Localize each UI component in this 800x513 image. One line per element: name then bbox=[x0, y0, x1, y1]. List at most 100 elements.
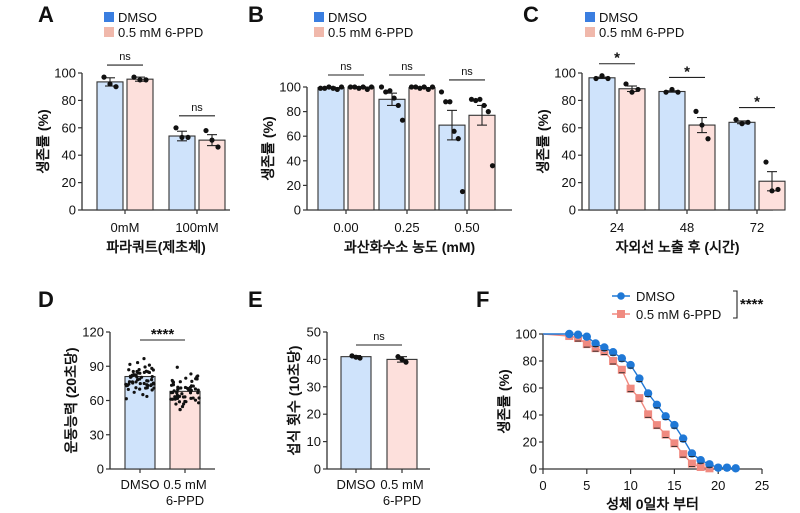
panel-label: D bbox=[38, 287, 54, 312]
y-axis-label: 생존률 (%) bbox=[260, 116, 276, 180]
data-point-6ppd bbox=[644, 410, 653, 419]
data-point bbox=[417, 85, 423, 91]
data-point bbox=[733, 116, 739, 123]
data-point bbox=[138, 387, 142, 391]
data-point bbox=[468, 96, 475, 102]
data-point bbox=[179, 134, 185, 140]
data-point bbox=[145, 386, 149, 390]
data-point bbox=[699, 122, 705, 128]
data-point bbox=[368, 84, 375, 90]
x-tick-label: 24 bbox=[610, 220, 624, 235]
bar-6ppd bbox=[126, 78, 154, 211]
panel-label: C bbox=[523, 2, 539, 27]
bar-6ppd bbox=[347, 86, 375, 211]
x-tick-label: 0 bbox=[539, 478, 546, 493]
data-point bbox=[197, 396, 201, 400]
legend-label-6ppd: 0.5 mM 6-PPD bbox=[636, 307, 721, 322]
data-point bbox=[209, 137, 215, 143]
legend-marker-6ppd bbox=[617, 310, 625, 318]
data-point bbox=[364, 86, 370, 93]
data-point bbox=[175, 365, 179, 369]
legend-label-6ppd: 0.5 mM 6-PPD bbox=[328, 25, 413, 40]
data-point-6ppd bbox=[670, 439, 679, 448]
data-point bbox=[481, 102, 487, 109]
data-point bbox=[378, 84, 385, 90]
x-tick-label: 72 bbox=[750, 220, 764, 235]
significance-label: **** bbox=[740, 296, 764, 313]
y-tick-label: 80 bbox=[562, 93, 576, 108]
data-point bbox=[326, 84, 332, 90]
data-point bbox=[130, 380, 135, 384]
data-point bbox=[177, 394, 182, 398]
y-tick-label: 60 bbox=[62, 120, 76, 135]
data-point-dmso bbox=[591, 339, 600, 348]
data-point-dmso bbox=[687, 449, 697, 458]
y-tick-label: 0 bbox=[314, 462, 321, 477]
legend-label-dmso: DMSO bbox=[636, 289, 675, 304]
y-tick-label: 0 bbox=[69, 203, 76, 218]
significance-label: * bbox=[614, 50, 620, 67]
significance-label: * bbox=[754, 94, 760, 111]
x-tick-label: 6-PPD bbox=[383, 493, 421, 508]
data-point bbox=[197, 401, 201, 405]
data-point bbox=[145, 379, 149, 383]
data-point bbox=[180, 392, 184, 396]
data-point bbox=[128, 362, 132, 366]
bar-dmso bbox=[728, 121, 756, 211]
x-tick-label: 0.5 mM bbox=[163, 477, 206, 492]
data-point bbox=[184, 376, 188, 380]
panel-label: B bbox=[248, 2, 264, 27]
data-point bbox=[150, 366, 154, 370]
data-point bbox=[330, 85, 336, 91]
data-point bbox=[473, 97, 479, 104]
y-tick-label: 100 bbox=[279, 80, 301, 95]
y-tick-label: 0 bbox=[294, 203, 301, 218]
significance-label: ns bbox=[461, 66, 473, 78]
data-point bbox=[429, 84, 436, 90]
y-tick-label: 60 bbox=[287, 129, 301, 144]
x-axis-label: 과산화수소 농도 (mM) bbox=[344, 239, 475, 255]
data-point bbox=[593, 75, 599, 82]
panel-e: E 0 10 20 30 40 50 섭식 횟수 (10초당) DMSO 0.5 mM6-PPD n… bbox=[248, 287, 430, 508]
data-point-dmso bbox=[731, 464, 740, 473]
bar-6ppd bbox=[198, 139, 226, 211]
data-point bbox=[489, 163, 496, 169]
data-point bbox=[459, 188, 466, 195]
data-point bbox=[178, 380, 182, 384]
significance-label: ns bbox=[401, 61, 413, 73]
legend-swatch-6ppd bbox=[104, 27, 114, 37]
data-point-dmso bbox=[696, 456, 705, 465]
data-point bbox=[425, 86, 431, 93]
x-tick-label: 48 bbox=[680, 220, 694, 235]
data-point-dmso bbox=[670, 420, 679, 430]
legend-swatch-dmso bbox=[585, 12, 595, 22]
data-point bbox=[176, 385, 180, 389]
data-point bbox=[180, 404, 185, 409]
significance-label: * bbox=[684, 63, 690, 80]
panel-label: A bbox=[38, 2, 54, 27]
data-point bbox=[769, 188, 775, 194]
data-point bbox=[739, 121, 745, 127]
data-point-6ppd bbox=[609, 357, 618, 365]
data-point-dmso bbox=[678, 434, 688, 443]
data-point bbox=[171, 380, 176, 384]
x-tick-label: 10 bbox=[623, 478, 637, 493]
data-point bbox=[126, 387, 130, 392]
data-point-6ppd bbox=[687, 459, 696, 468]
y-tick-label: 80 bbox=[62, 93, 76, 108]
legend-marker-dmso bbox=[617, 292, 625, 300]
data-point-dmso bbox=[661, 412, 670, 421]
data-point bbox=[599, 73, 605, 79]
significance-bracket bbox=[733, 290, 738, 319]
data-point bbox=[399, 356, 405, 362]
data-point bbox=[152, 386, 156, 390]
data-point bbox=[150, 374, 154, 379]
y-tick-label: 40 bbox=[523, 408, 537, 423]
data-point-dmso bbox=[626, 360, 635, 370]
bar-dmso bbox=[124, 375, 156, 470]
data-point bbox=[175, 396, 180, 400]
data-point bbox=[693, 108, 699, 114]
data-point bbox=[174, 402, 178, 406]
legend-swatch-6ppd bbox=[585, 27, 595, 37]
